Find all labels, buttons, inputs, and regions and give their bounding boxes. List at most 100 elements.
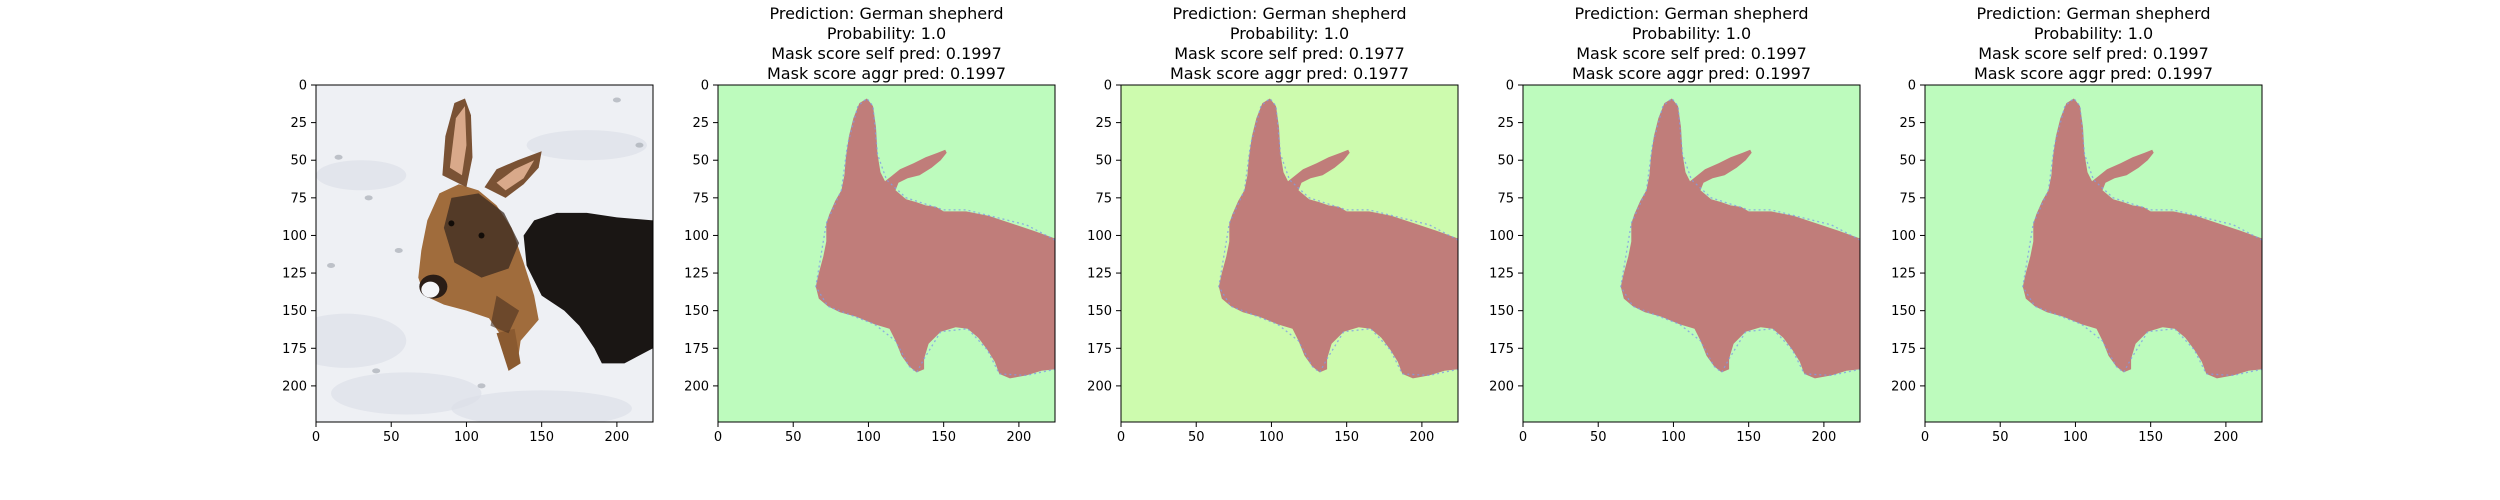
panel-2: 0 50 100 150 200 0 25 50 75 100 125 150 175 200 Predic…	[684, 4, 1056, 445]
y-tick-label-5-200: 200	[1891, 379, 1916, 394]
y-tick-label-4-100: 100	[1489, 229, 1514, 244]
y-tick-label-2-125: 125	[684, 267, 709, 282]
title-line-2-4: Mask score aggr pred: 0.1997	[767, 64, 1006, 83]
title-line-5-3: Mask score self pred: 0.1997	[1978, 44, 2209, 63]
photo-footprint-8	[477, 383, 486, 389]
panel-3: 0 50 100 150 200 0 25 50 75 100 125 150 175 200 Predic…	[1087, 4, 1459, 445]
y-tick-label-4-175: 175	[1489, 342, 1514, 357]
photo-snow-shadow-3	[451, 390, 632, 422]
plot-area-4	[1523, 85, 1860, 422]
title-line-4-3: Mask score self pred: 0.1997	[1576, 44, 1807, 63]
y-tick-label-1-125: 125	[282, 267, 307, 282]
y-tick-label-4-25: 25	[1497, 116, 1514, 131]
x-tick-label-2-100: 100	[856, 430, 881, 445]
y-tick-label-5-150: 150	[1891, 304, 1916, 319]
mask-region-2	[815, 98, 1055, 379]
y-tick-label-5-50: 50	[1899, 154, 1916, 169]
title-line-2-1: Prediction: German shepherd	[769, 4, 1003, 23]
y-tick-label-5-125: 125	[1891, 267, 1916, 282]
title-line-3-2: Probability: 1.0	[1230, 24, 1349, 43]
photo-dog-ear-inner-right	[496, 160, 535, 191]
x-tick-label-5-100: 100	[2063, 430, 2088, 445]
x-tick-label-4-150: 150	[1736, 430, 1761, 445]
title-line-3-3: Mask score self pred: 0.1977	[1174, 44, 1405, 63]
y-tick-label-1-175: 175	[282, 342, 307, 357]
x-tick-label-1-150: 150	[529, 430, 554, 445]
y-tick-label-1-100: 100	[282, 229, 307, 244]
y-tick-label-3-0: 0	[1104, 79, 1112, 94]
x-tick-label-4-200: 200	[1811, 430, 1836, 445]
y-tick-label-2-50: 50	[692, 154, 709, 169]
plot-area-1	[316, 85, 653, 422]
x-tick-label-3-50: 50	[1188, 430, 1205, 445]
axes-frame-2	[717, 84, 1056, 423]
y-tick-label-3-75: 75	[1095, 191, 1112, 206]
title-line-4-1: Prediction: German shepherd	[1574, 4, 1808, 23]
y-tick-label-4-75: 75	[1497, 191, 1514, 206]
photo-dog-eye-left	[448, 220, 455, 227]
photo-footprint-1	[334, 154, 343, 160]
y-tick-label-1-25: 25	[290, 116, 307, 131]
y-tick-label-3-100: 100	[1087, 229, 1112, 244]
x-tick-label-2-0: 0	[714, 430, 722, 445]
title-line-3-4: Mask score aggr pred: 0.1977	[1170, 64, 1409, 83]
y-tick-label-5-175: 175	[1891, 342, 1916, 357]
x-tick-label-5-0: 0	[1921, 430, 1929, 445]
y-tick-label-2-200: 200	[684, 379, 709, 394]
y-tick-label-3-200: 200	[1087, 379, 1112, 394]
photo-footprint-5	[612, 97, 621, 103]
photo-dog-nose-snow	[421, 281, 440, 298]
x-tick-label-4-50: 50	[1590, 430, 1607, 445]
x-tick-label-2-50: 50	[785, 430, 802, 445]
x-tick-label-1-50: 50	[383, 430, 400, 445]
title-line-5-1: Prediction: German shepherd	[1976, 4, 2210, 23]
plot-area-5	[1925, 85, 2262, 422]
title-line-5-4: Mask score aggr pred: 0.1997	[1974, 64, 2213, 83]
panel-1: 0 50 100 150 200 0 25 50 75 100 125 150 175 200	[282, 79, 654, 445]
photo-snow-shadow-1	[316, 313, 407, 368]
y-tick-label-5-100: 100	[1891, 229, 1916, 244]
photo-dog-leg	[496, 328, 521, 371]
axes-frame-5	[1924, 84, 2263, 423]
mask-edge-3	[1218, 97, 1458, 377]
mask-region-4	[1620, 98, 1860, 379]
x-tick-label-3-200: 200	[1409, 430, 1434, 445]
title-line-4-2: Probability: 1.0	[1632, 24, 1751, 43]
mask-region-5	[2022, 98, 2262, 379]
plot-area-3	[1121, 85, 1458, 422]
title-line-4-4: Mask score aggr pred: 0.1997	[1572, 64, 1811, 83]
y-tick-label-5-0: 0	[1908, 79, 1916, 94]
photo-snow-shadow-2	[331, 372, 482, 415]
photo-footprint-3	[327, 263, 336, 269]
title-line-2-2: Probability: 1.0	[827, 24, 946, 43]
x-tick-label-1-100: 100	[454, 430, 479, 445]
x-tick-label-2-150: 150	[931, 430, 956, 445]
x-tick-label-2-200: 200	[1006, 430, 1031, 445]
y-tick-label-1-200: 200	[282, 379, 307, 394]
y-tick-label-1-50: 50	[290, 154, 307, 169]
y-tick-label-1-75: 75	[290, 191, 307, 206]
x-tick-label-5-150: 150	[2138, 430, 2163, 445]
y-tick-label-2-100: 100	[684, 229, 709, 244]
y-tick-label-2-25: 25	[692, 116, 709, 131]
title-line-5-2: Probability: 1.0	[2034, 24, 2153, 43]
y-tick-label-5-75: 75	[1899, 191, 1916, 206]
y-tick-label-4-200: 200	[1489, 379, 1514, 394]
photo-dog-chest	[490, 295, 520, 334]
y-tick-label-2-175: 175	[684, 342, 709, 357]
x-tick-label-3-150: 150	[1334, 430, 1359, 445]
y-tick-label-4-50: 50	[1497, 154, 1514, 169]
x-tick-label-4-0: 0	[1519, 430, 1527, 445]
axes-frame-4	[1522, 84, 1861, 423]
photo-footprint-2	[364, 195, 373, 201]
photo-snow-shadow-4	[316, 160, 407, 191]
axes-frame-1	[315, 84, 654, 423]
axes-frame-3	[1120, 84, 1459, 423]
panel-4: 0 50 100 150 200 0 25 50 75 100 125 150 175 200 Predic…	[1489, 4, 1861, 445]
mask-edge-2	[815, 97, 1055, 377]
y-tick-label-1-0: 0	[299, 79, 307, 94]
title-line-2-3: Mask score self pred: 0.1997	[771, 44, 1002, 63]
x-tick-label-5-200: 200	[2213, 430, 2238, 445]
mask-edge-5	[2022, 97, 2262, 377]
mask-edge-4	[1620, 97, 1860, 377]
